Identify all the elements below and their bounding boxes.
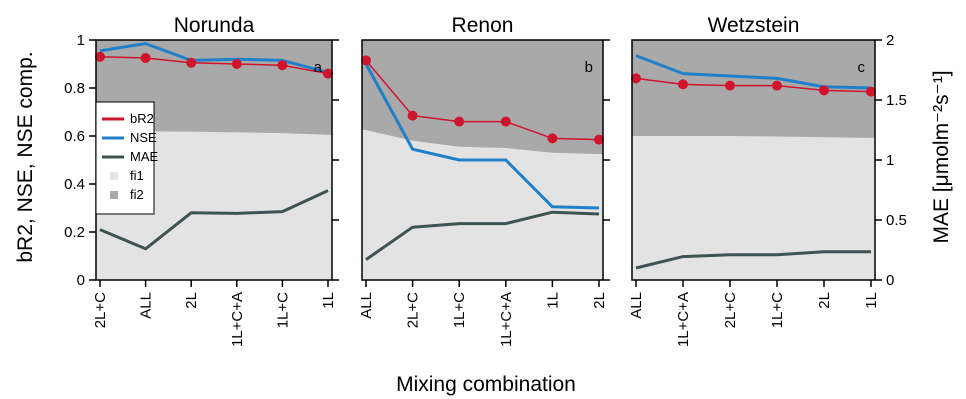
mae-line [635,250,871,270]
br2-point [678,79,688,90]
y-tick-label-left: 0.2 [64,224,85,241]
panel-title: Renon [452,14,514,37]
x-tick-label: 2L+C [722,292,739,328]
x-tick-label: 1L+C+A [498,292,515,347]
fi1-area [632,136,875,280]
legend-item-br2: bR2 [102,111,154,126]
y-tick-label-right: 2 [886,32,894,49]
mae-line [99,189,329,251]
legend-swatch-square [110,191,118,199]
x-tick-label: 2L [183,292,200,309]
y-tick-label-right: 0 [886,272,894,289]
br2-point [140,53,151,63]
x-axis-label: Mixing combination [396,373,576,396]
x-tick-label: 1L [863,292,880,309]
legend-swatch-square [110,172,118,180]
x-tick-label: 2L [591,292,608,309]
x-tick-label: ALL [358,292,375,319]
outer-axis-labels: bR2, NSE, NSE comp. MAE [μmolm⁻²s⁻¹] Mix… [14,51,953,396]
br2-point [631,73,641,84]
legend-item-mae: MAE [102,149,159,164]
br2-point [725,80,735,91]
br2-point [866,86,876,97]
x-tick-label: 2L+C [92,292,109,328]
y-tick-label-left: 0.6 [64,128,85,145]
br2-point [594,134,604,145]
x-tick-label: ALL [138,292,155,319]
br2-point [186,57,197,68]
panel-b: Renon b ALL 2L+C 1L+C 1L+C+A 1L 2L [358,14,608,347]
x-tick-label: 1L+C+A [675,292,692,347]
br2-line [99,56,329,75]
x-tick-label: 1L+C [274,292,291,328]
panel-a: Norunda a 2L+C ALL 2L 1L+C+A 1L+C 1L [92,14,337,347]
x-tick-label: 1L+C [769,292,786,328]
panel-label: c [858,59,866,76]
x-tick-label: 2L+C [405,292,422,328]
nse-line [99,42,329,74]
br2-point [95,51,105,62]
y-tick-label-right: 0.5 [886,212,907,229]
x-tick-label: ALL [628,292,645,319]
br2-point [323,68,333,79]
legend-label: fi1 [130,168,144,183]
panels: Norunda a 2L+C ALL 2L 1L+C+A 1L+C 1L Renon b ALL 2L… [64,14,907,347]
legend-item-fi1: fi1 [110,168,144,183]
x-tick-label: 1L+C [451,292,468,328]
br2-point [547,133,558,144]
x-tick-label: 1L [544,292,561,309]
panel-label: a [314,59,323,76]
y-tick-label-left: 0 [77,272,85,289]
legend-item-fi2: fi2 [110,187,144,202]
y-axis-label-right: MAE [μmolm⁻²s⁻¹] [930,70,953,243]
br2-point [361,55,371,66]
legend-label: bR2 [130,111,154,126]
y-tick-label-left: 0.8 [64,80,85,97]
fi1-area [362,130,603,280]
x-tick-label: 2L [816,292,833,309]
br2-line [365,59,600,141]
nse-line [635,54,872,90]
legend-label: fi2 [130,187,144,202]
nse-line [364,63,600,210]
x-tick-label: 1L [320,292,337,309]
legend-label: NSE [130,130,157,145]
br2-point [772,80,782,91]
legend: bR2 NSE MAE fi1 fi2 [95,101,159,215]
y-axis-left: 0 0.2 0.4 0.6 0.8 1 [64,32,96,289]
br2-line [635,77,872,93]
panel-title: Wetzstein [708,14,800,37]
panel-title: Norunda [174,14,255,37]
legend-item-nse: NSE [102,130,157,145]
panel-c: Wetzstein c ALL 1L+C+A 2L+C 1L+C 2L 1L [628,14,880,347]
br2-point [277,60,288,71]
y-tick-label-right: 1.5 [886,92,907,109]
y-axis-label-left: bR2, NSE, NSE comp. [14,51,37,262]
x-tick-label: 1L+C+A [229,292,246,347]
y-axis-right: 0 0.5 1 1.5 2 [332,32,907,289]
mae-line [365,210,600,261]
br2-point [454,116,465,127]
br2-point [819,85,829,96]
y-tick-label-left: 0.4 [64,176,85,193]
br2-point [231,59,242,69]
panel-label: b [585,59,593,76]
y-tick-label-right: 1 [886,152,894,169]
br2-point [500,116,511,127]
y-tick-label-left: 1 [77,32,85,49]
legend-label: MAE [130,149,159,164]
br2-point [407,110,418,121]
